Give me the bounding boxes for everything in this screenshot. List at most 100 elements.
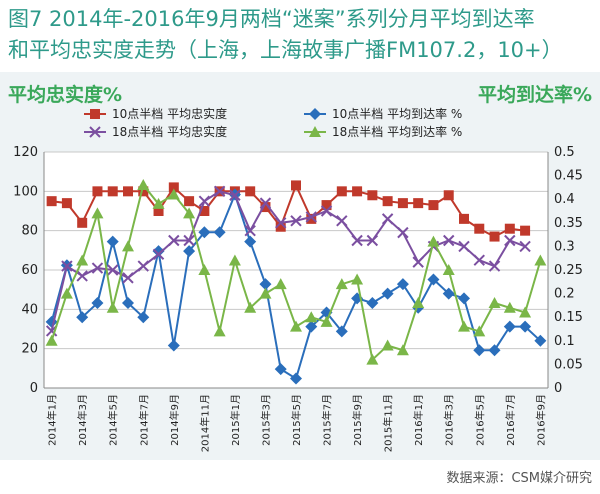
- right-tick-label: 0.25: [554, 263, 583, 278]
- series-1-point: [520, 225, 531, 236]
- series-3-point: [183, 234, 195, 247]
- x-tick-label: 2014年1月: [46, 394, 59, 446]
- series-4-point: [76, 254, 89, 266]
- series-1-point: [306, 213, 317, 224]
- series-2-point: [442, 287, 455, 300]
- series-2-point: [503, 320, 516, 333]
- series-2-point: [335, 325, 348, 338]
- series-3-point: [229, 189, 241, 201]
- series-4-point: [473, 325, 486, 337]
- legend-label: 10点半档 平均忠实度: [112, 106, 227, 121]
- legend-swatch-marker: [90, 109, 100, 119]
- right-tick-label: 0.45: [554, 169, 583, 184]
- series-1-point: [77, 217, 88, 228]
- right-tick-label: 0.05: [554, 357, 583, 372]
- x-tick-label: 2014年7月: [137, 394, 150, 446]
- left-tick-label: 120: [13, 145, 38, 160]
- chart-title: 图7 2014年-2016年9月两档“迷案”系列分月平均到达率 和平均忠实度走势…: [8, 4, 598, 66]
- series-3-point: [137, 260, 149, 272]
- series-4-point: [244, 301, 257, 313]
- series-2-point: [106, 235, 119, 248]
- series-2-point: [259, 278, 272, 291]
- series-2-point: [366, 297, 379, 310]
- x-tick-label: 2015年9月: [351, 394, 364, 446]
- right-axis-title: 平均到达率%: [477, 84, 592, 106]
- series-1-point: [489, 231, 500, 242]
- right-tick-label: 0.1: [554, 334, 575, 349]
- x-tick-label: 2016年3月: [443, 394, 456, 446]
- series-4-point: [137, 179, 150, 191]
- series-2-point: [152, 245, 165, 258]
- series-1-point: [291, 180, 301, 191]
- series-3-point: [122, 272, 134, 284]
- series-3-point: [305, 211, 317, 223]
- series-2-point: [274, 363, 287, 376]
- series-3-point: [213, 185, 226, 198]
- series-3-point: [366, 234, 379, 247]
- series-3-point: [198, 195, 211, 207]
- series-2-point: [381, 287, 394, 300]
- x-tick-label: 2014年11月: [198, 394, 211, 452]
- series-3-point: [76, 270, 88, 282]
- x-tick-label: 2016年1月: [412, 394, 425, 446]
- x-tick-label: 2016年5月: [473, 394, 486, 446]
- series-1-point: [138, 186, 149, 197]
- series-2-point: [244, 235, 257, 248]
- series-2-point: [122, 297, 134, 310]
- series-1-point: [61, 198, 72, 209]
- series-1-point: [260, 202, 271, 213]
- series-1-point: [352, 186, 363, 197]
- series-2-point: [213, 226, 226, 239]
- series-3-point: [107, 264, 119, 276]
- series-4-point: [274, 278, 287, 290]
- series-2-point: [396, 278, 409, 291]
- series-1-point: [107, 186, 118, 197]
- source-note: 数据来源：CSM媒介研究: [446, 471, 592, 486]
- series-3-point: [244, 224, 256, 237]
- right-tick-label: 0.5: [554, 145, 575, 160]
- series-3-point: [458, 240, 470, 253]
- left-tick-label: 40: [21, 302, 38, 317]
- series-3-point: [381, 213, 394, 225]
- title-line-2: 和平均忠实度走势（上海，上海故事广播FM107.2，10+）: [8, 38, 563, 62]
- series-2-point: [91, 297, 104, 310]
- series-4-point: [259, 287, 272, 299]
- series-1-point: [336, 186, 347, 197]
- series-1-point: [168, 182, 179, 193]
- series-1-point: [46, 196, 57, 207]
- x-tick-label: 2014年3月: [76, 394, 89, 446]
- right-tick-label: 0: [554, 381, 562, 396]
- series-1-point: [413, 198, 424, 209]
- left-tick-label: 0: [30, 381, 38, 396]
- left-tick-label: 100: [13, 184, 38, 199]
- series-3-point: [519, 240, 531, 253]
- series-4-point: [106, 301, 119, 313]
- series-2-point: [167, 339, 180, 352]
- series-4-point: [183, 207, 196, 219]
- series-3-point: [290, 215, 302, 227]
- series-4-point: [458, 320, 470, 332]
- series-4-point: [152, 197, 165, 209]
- series-1-point: [367, 190, 378, 201]
- series-1-point: [382, 196, 393, 207]
- right-tick-label: 0.2: [554, 287, 575, 302]
- series-4-point: [335, 278, 348, 290]
- series-4-point: [320, 315, 333, 327]
- series-4-point: [503, 301, 516, 313]
- legend-label: 10点半档 平均到达率 %: [332, 106, 462, 121]
- right-tick-label: 0.15: [554, 310, 583, 325]
- series-3-point: [275, 217, 287, 229]
- legend-label: 18点半档 平均到达率 %: [332, 124, 462, 139]
- series-3-point: [336, 215, 348, 227]
- series-3-point: [473, 254, 485, 266]
- x-tick-label: 2015年7月: [321, 394, 334, 446]
- series-2-point: [534, 334, 547, 347]
- series-2-point: [488, 344, 501, 357]
- right-tick-label: 0.3: [554, 239, 575, 254]
- series-1-point: [275, 221, 286, 232]
- series-3-point: [504, 234, 516, 247]
- series-1-point: [321, 200, 332, 211]
- series-4-point: [442, 264, 455, 275]
- series-1-point: [474, 223, 485, 234]
- series-4-point: [488, 297, 501, 309]
